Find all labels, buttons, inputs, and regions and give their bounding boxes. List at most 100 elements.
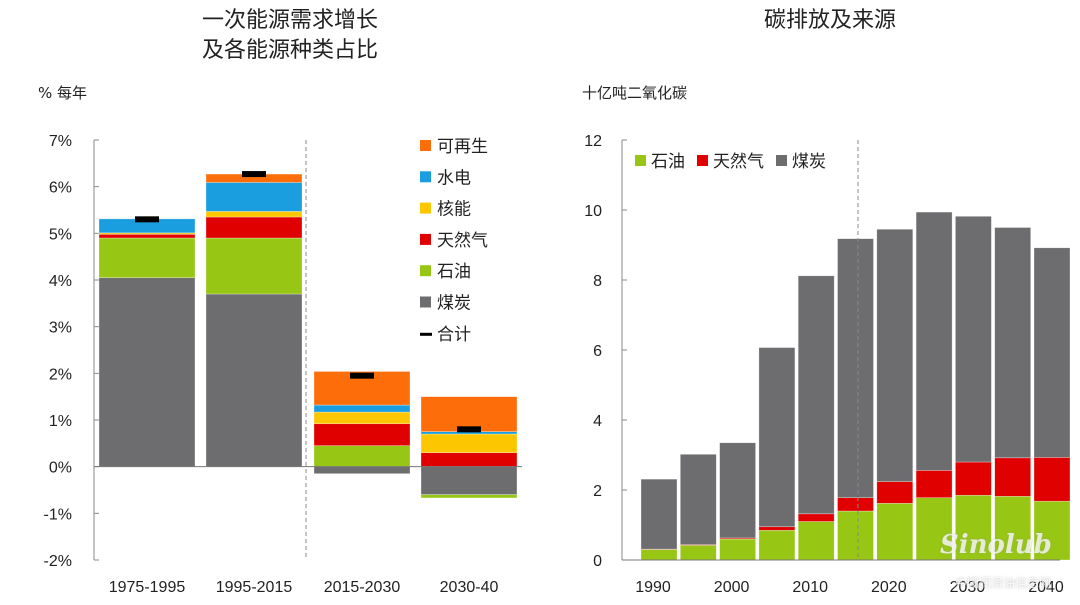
right-y-tick-label: 12 [584, 133, 602, 150]
left-x-tick-label: 2030-40 [440, 579, 499, 596]
right-y-tick-label: 4 [593, 413, 602, 430]
right-bar-segment-天然气 [1033, 457, 1071, 502]
left-y-axis-unit: % 每年 [38, 84, 88, 102]
left-y-tick-label: 3% [49, 320, 72, 337]
right-bar-segment-石油 [837, 510, 874, 561]
right-bar-segment-煤炭 [876, 228, 914, 482]
legend-swatch-石油 [420, 265, 431, 277]
left-bar-segment-天然气 [313, 423, 411, 446]
right-bar-segment-石油 [679, 544, 717, 561]
left-y-tick-label: 6% [49, 180, 72, 197]
left-x-tick-label: 1975-1995 [109, 579, 186, 596]
right-bar-segment-天然气 [758, 526, 796, 531]
legend-label: 核能 [437, 200, 471, 220]
legend-swatch-水电 [420, 171, 431, 183]
legend-label: 煤炭 [792, 152, 826, 172]
right-x-tick-label: 2030 [950, 579, 986, 596]
right-bar-segment-煤炭 [797, 275, 835, 515]
legend-label: 煤炭 [437, 294, 471, 314]
right-y-axis-unit: 十亿吨二氧化碳 [582, 84, 688, 102]
right-bar-segment-石油 [955, 494, 992, 561]
right-chart-title: 碳排放及来源 [763, 8, 896, 33]
right-bar-segment-天然气 [876, 481, 914, 504]
right-bar-segment-煤炭 [758, 347, 796, 528]
left-bar-segment-石油 [205, 237, 303, 295]
left-total-marker [135, 216, 159, 223]
legend-label: 水电 [437, 168, 471, 188]
right-bar-segment-石油 [994, 495, 1032, 561]
right-bar-segment-天然气 [837, 497, 874, 512]
right-bar-segment-煤炭 [679, 453, 717, 545]
left-bar-segment-天然气 [98, 233, 196, 239]
right-bar-segment-煤炭 [837, 238, 874, 498]
right-bar-segment-煤炭 [1033, 247, 1071, 458]
right-bar-segment-天然气 [915, 470, 953, 498]
right-bar-segment-煤炭 [719, 442, 756, 539]
legend-swatch-天然气 [420, 233, 431, 245]
legend-swatch-可再生 [420, 140, 431, 151]
right-bar-segment-天然气 [994, 457, 1032, 497]
right-x-tick-label: 1990 [635, 579, 671, 596]
left-y-tick-label: 5% [49, 226, 72, 243]
left-total-marker [457, 426, 481, 433]
left-y-tick-label: -2% [44, 553, 72, 570]
legend-swatch-天然气 [697, 155, 708, 166]
legend-swatch-煤炭 [776, 155, 787, 166]
right-bar-segment-煤炭 [994, 227, 1032, 459]
right-x-tick-label: 2010 [792, 579, 828, 596]
legend-swatch-核能 [420, 202, 431, 214]
left-title-line-2: 及各能源种类占比 [201, 38, 378, 63]
watermark-text: 中国润滑油信息网 [955, 576, 1052, 590]
left-bar-segment-煤炭 [205, 293, 303, 467]
left-chart-title: 一次能源需求增长 及各能源种类占比 [130, 6, 450, 66]
left-bar-segment-核能 [205, 211, 303, 218]
right-bar-segment-天然气 [797, 513, 835, 522]
left-bar-segment-石油 [98, 237, 196, 278]
legend-swatch-石油 [635, 155, 646, 166]
legend-label: 可再生 [437, 137, 488, 157]
right-y-tick-label: 10 [584, 203, 602, 220]
left-bar-segment-核能 [313, 411, 411, 425]
left-title-line-1: 一次能源需求增长 [201, 8, 378, 33]
left-bar-segment-石油 [313, 445, 411, 467]
left-bar-segment-水电 [205, 182, 303, 212]
right-bar-segment-石油 [876, 502, 914, 561]
left-bar-segment-煤炭 [98, 277, 196, 467]
left-bar-segment-天然气 [420, 452, 518, 467]
right-y-tick-label: 8 [593, 273, 602, 290]
left-x-tick-label: 1995-2015 [216, 579, 293, 596]
right-bar-segment-煤炭 [640, 478, 678, 550]
legend-label: 合计 [437, 325, 471, 345]
left-bar-segment-煤炭 [313, 466, 411, 474]
legend-label: 石油 [651, 152, 685, 172]
legend-total-icon [420, 332, 432, 336]
left-bar-segment-石油 [420, 494, 518, 499]
right-x-tick-label: 2000 [714, 579, 750, 596]
right-bar-segment-石油 [719, 538, 756, 561]
left-y-tick-label: -1% [44, 506, 72, 523]
left-bar-segment-天然气 [205, 216, 303, 239]
left-x-tick-label: 2015-2030 [324, 579, 401, 596]
left-total-marker [350, 372, 374, 379]
left-total-marker [242, 171, 266, 178]
right-y-tick-label: 6 [593, 343, 602, 360]
right-y-tick-label: 0 [593, 553, 602, 570]
left-y-tick-label: 4% [49, 273, 72, 290]
left-y-tick-label: 7% [49, 133, 72, 150]
right-y-tick-label: 2 [593, 483, 602, 500]
legend-swatch-煤炭 [420, 296, 431, 308]
right-bar-segment-天然气 [955, 461, 992, 496]
legend-label: 天然气 [437, 231, 488, 251]
watermark-logo: Sinolub [940, 530, 1052, 560]
right-x-tick-label: 2040 [1028, 579, 1064, 596]
left-y-tick-label: 2% [49, 366, 72, 383]
left-bar-segment-水电 [313, 404, 411, 413]
legend-label: 石油 [437, 262, 471, 282]
left-y-tick-label: 1% [49, 413, 72, 430]
right-bar-segment-石油 [797, 521, 835, 561]
left-y-tick-label: 0% [49, 460, 72, 477]
right-bar-segment-煤炭 [915, 211, 953, 471]
right-bar-segment-煤炭 [955, 216, 992, 463]
legend-label: 天然气 [713, 152, 764, 172]
